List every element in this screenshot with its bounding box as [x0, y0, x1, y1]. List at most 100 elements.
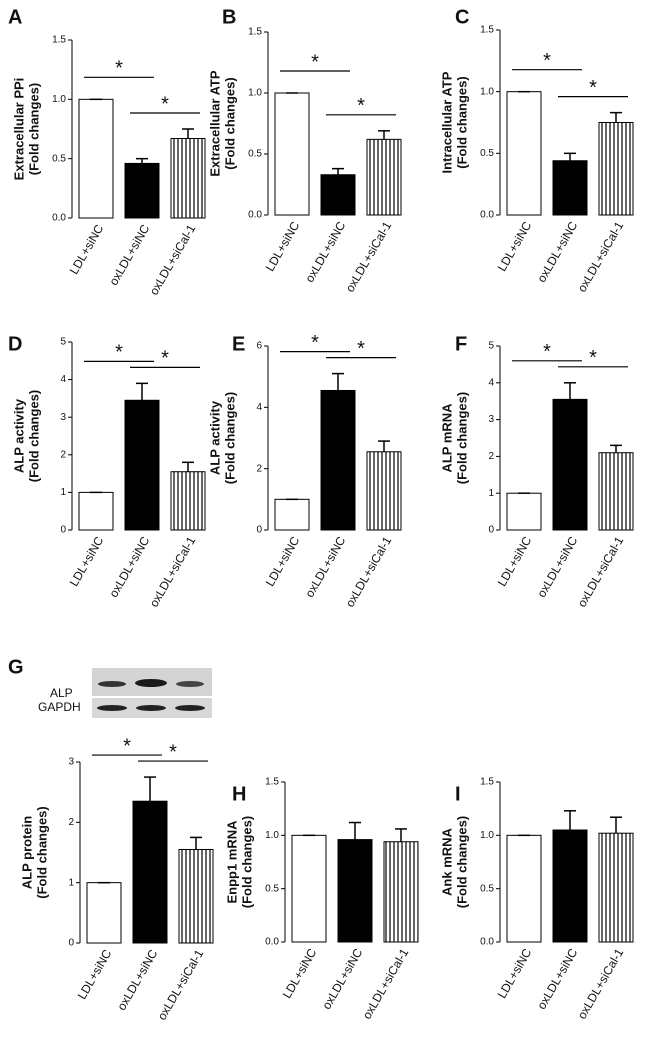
blot-band: [176, 681, 204, 687]
western-blot: ALP GAPDH: [38, 668, 212, 718]
x-tick-label: oxLDL+siNC: [106, 222, 152, 288]
x-tick-label: oxLDL+siNC: [319, 946, 365, 1012]
x-tick-label: LDL+siNC: [67, 534, 107, 589]
y-axis-label: Ank mRNA: [439, 827, 454, 896]
y-tick-label: 1.0: [52, 94, 66, 105]
blot-band: [135, 679, 167, 687]
significance-star: *: [543, 341, 551, 363]
y-tick-label: 2: [60, 449, 66, 460]
x-tick-label: oxLDL+siNC: [114, 947, 160, 1013]
y-tick-label: 2: [256, 463, 262, 474]
bar: [366, 451, 402, 531]
x-tick-label: LDL+siNC: [495, 534, 535, 589]
x-tick-label: oxLDL+siCal-1: [147, 534, 199, 610]
y-tick-label: 1: [68, 877, 74, 888]
y-tick-label: 1.0: [248, 88, 262, 99]
y-tick-label: 1.0: [480, 830, 494, 841]
bar: [170, 471, 206, 531]
x-tick-label: oxLDL+siCal-1: [575, 946, 627, 1022]
panel-letter: D: [8, 333, 22, 355]
x-tick-label: oxLDL+siNC: [302, 219, 348, 285]
y-tick-label: 5: [488, 341, 494, 352]
y-tick-label: 2: [68, 817, 74, 828]
x-tick-label: LDL+siNC: [67, 222, 107, 277]
bar: [552, 829, 588, 943]
y-tick-label: 0.5: [52, 153, 66, 164]
x-tick-label: oxLDL+siNC: [302, 534, 348, 600]
panel-letter: A: [8, 6, 22, 28]
y-tick-label: 0.5: [480, 883, 494, 894]
y-axis-label: (Fold changes): [239, 816, 254, 908]
bar: [598, 452, 634, 531]
blot-band: [175, 705, 205, 711]
y-tick-label: 1: [60, 487, 66, 498]
y-tick-label: 0.5: [480, 148, 494, 159]
blot-band: [97, 705, 127, 711]
y-axis-label: (Fold changes): [34, 806, 49, 898]
y-axis-label: Extracellular ATP: [207, 70, 222, 177]
bar: [170, 137, 206, 219]
bar: [506, 91, 542, 216]
blot-band: [136, 705, 166, 711]
y-axis-label: (Fold changes): [454, 76, 469, 168]
x-tick-label: LDL+siNC: [263, 534, 303, 589]
bar: [86, 882, 122, 944]
significance-star: *: [169, 741, 177, 763]
panel-letter: G: [8, 656, 24, 678]
y-tick-label: 1.5: [248, 27, 262, 38]
bar: [132, 800, 168, 944]
blot-label: GAPDH: [38, 700, 81, 714]
significance-star: *: [357, 338, 365, 360]
y-axis-label: ALP activity: [207, 400, 222, 475]
significance-star: *: [161, 348, 169, 370]
x-tick-label: oxLDL+siNC: [534, 219, 580, 285]
y-axis-label: (Fold changes): [26, 83, 41, 175]
bar: [124, 162, 160, 219]
y-axis-label: (Fold changes): [222, 392, 237, 484]
panel-letter: C: [455, 6, 469, 28]
y-axis-label: (Fold changes): [222, 77, 237, 169]
y-tick-label: 5: [60, 337, 66, 348]
y-tick-label: 6: [256, 341, 262, 352]
panel-letter: E: [232, 333, 245, 355]
significance-star: *: [123, 735, 131, 757]
y-axis-label: Extracellular PPi: [11, 78, 26, 181]
x-tick-label: oxLDL+siCal-1: [575, 219, 627, 295]
y-tick-label: 1.5: [52, 35, 66, 46]
bar: [337, 839, 373, 943]
x-tick-label: oxLDL+siCal-1: [343, 534, 395, 610]
y-tick-label: 1.0: [265, 830, 279, 841]
bar: [78, 491, 114, 531]
y-tick-label: 1.5: [480, 777, 494, 788]
y-tick-label: 0.0: [248, 210, 262, 221]
blot-label: ALP: [50, 686, 73, 700]
y-tick-label: 0.0: [480, 210, 494, 221]
significance-star: *: [589, 77, 597, 99]
y-tick-label: 4: [256, 402, 262, 413]
x-tick-label: LDL+siNC: [495, 946, 535, 1001]
bar: [291, 834, 327, 943]
significance-star: *: [589, 347, 597, 369]
bar: [178, 848, 214, 944]
significance-star: *: [311, 51, 319, 73]
bar: [366, 138, 402, 216]
panel-letter: B: [222, 6, 236, 28]
y-tick-label: 0.0: [265, 937, 279, 948]
y-tick-label: 0: [256, 525, 262, 536]
x-tick-label: LDL+siNC: [495, 219, 535, 274]
significance-star: *: [115, 58, 123, 80]
y-axis-label: (Fold changes): [26, 390, 41, 482]
y-axis-label: Intracellular ATP: [439, 71, 454, 173]
bar: [598, 122, 634, 216]
bar: [506, 492, 542, 531]
significance-star: *: [311, 332, 319, 354]
significance-star: *: [115, 342, 123, 364]
y-tick-label: 1: [488, 488, 494, 499]
bar: [78, 98, 114, 219]
y-tick-label: 1.5: [265, 777, 279, 788]
x-tick-label: LDL+siNC: [263, 219, 303, 274]
y-axis-label: (Fold changes): [454, 392, 469, 484]
y-tick-label: 3: [488, 414, 494, 425]
bar: [506, 834, 542, 943]
